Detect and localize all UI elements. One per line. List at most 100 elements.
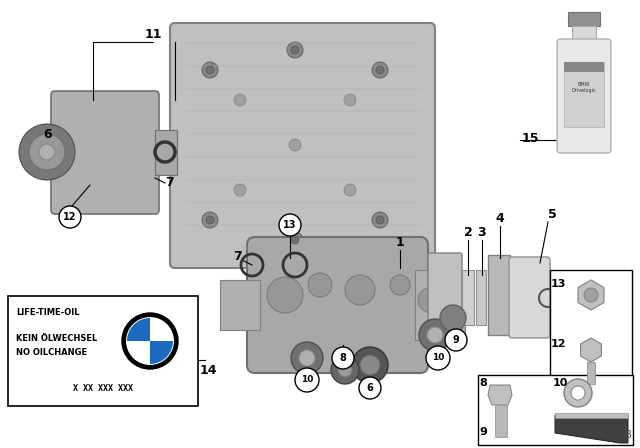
Circle shape (126, 317, 174, 365)
Circle shape (206, 66, 214, 74)
Circle shape (372, 62, 388, 78)
Bar (478, 375, 633, 445)
Bar (462, 270, 474, 325)
Text: 363848: 363848 (595, 430, 632, 440)
Text: KEIN ÖLWECHSEL: KEIN ÖLWECHSEL (16, 334, 97, 343)
Text: 7: 7 (166, 177, 174, 190)
Circle shape (331, 356, 359, 384)
FancyBboxPatch shape (428, 253, 462, 332)
Circle shape (360, 355, 380, 375)
Text: 5: 5 (548, 208, 556, 221)
Circle shape (206, 216, 214, 224)
Text: 10: 10 (301, 375, 313, 384)
Wedge shape (150, 318, 173, 341)
Text: 13: 13 (284, 220, 297, 230)
Text: 12: 12 (63, 212, 77, 222)
Circle shape (418, 288, 442, 312)
Polygon shape (488, 385, 512, 405)
Text: LIFE-TIME-OIL: LIFE-TIME-OIL (16, 308, 79, 317)
Circle shape (234, 94, 246, 106)
Circle shape (344, 184, 356, 196)
Text: 4: 4 (495, 211, 504, 224)
Text: 8: 8 (479, 378, 487, 388)
FancyBboxPatch shape (247, 237, 428, 373)
Wedge shape (127, 341, 150, 364)
Bar (8, 296, 198, 406)
Polygon shape (578, 280, 604, 310)
Circle shape (344, 94, 356, 106)
Bar (555, 413, 628, 418)
Bar (568, 12, 600, 26)
Text: BMW
Drivelogic: BMW Drivelogic (572, 82, 596, 93)
Text: 9: 9 (479, 427, 487, 437)
Circle shape (390, 275, 410, 295)
Circle shape (202, 212, 218, 228)
Circle shape (445, 329, 467, 351)
Text: 15: 15 (521, 132, 539, 145)
Circle shape (584, 288, 598, 302)
Circle shape (122, 313, 178, 369)
FancyBboxPatch shape (509, 257, 550, 338)
Circle shape (359, 377, 381, 399)
Circle shape (29, 134, 65, 170)
Bar (564, 62, 604, 127)
Text: 6: 6 (367, 383, 373, 393)
Circle shape (234, 184, 246, 196)
Circle shape (352, 347, 388, 383)
Text: 9: 9 (452, 335, 460, 345)
Circle shape (295, 368, 319, 392)
Circle shape (19, 124, 75, 180)
Bar (415, 270, 465, 340)
Text: 10: 10 (552, 378, 568, 388)
FancyBboxPatch shape (51, 91, 159, 214)
Bar (220, 280, 260, 330)
Circle shape (299, 350, 315, 366)
Circle shape (267, 277, 303, 313)
Bar (495, 405, 507, 437)
Circle shape (376, 216, 384, 224)
Circle shape (440, 305, 466, 331)
Text: 6: 6 (44, 129, 52, 142)
Text: 14: 14 (199, 363, 217, 376)
Circle shape (39, 144, 55, 160)
Bar (587, 362, 595, 384)
Wedge shape (127, 318, 150, 341)
FancyBboxPatch shape (170, 23, 435, 268)
Circle shape (426, 346, 450, 370)
Circle shape (372, 212, 388, 228)
FancyBboxPatch shape (557, 39, 611, 153)
Bar (476, 270, 486, 325)
Circle shape (279, 214, 301, 236)
Circle shape (291, 342, 323, 374)
Bar (572, 26, 596, 42)
Bar (488, 255, 510, 335)
Text: 10: 10 (432, 353, 444, 362)
Text: X XX XXX XXX: X XX XXX XXX (73, 384, 133, 393)
Circle shape (332, 347, 354, 369)
Circle shape (427, 327, 443, 343)
Text: 13: 13 (550, 279, 566, 289)
Bar (550, 270, 632, 390)
Wedge shape (150, 341, 173, 364)
Circle shape (564, 379, 592, 407)
Circle shape (338, 363, 352, 377)
Circle shape (419, 319, 451, 351)
Text: 12: 12 (550, 339, 566, 349)
Bar (155, 130, 177, 175)
Text: NO OILCHANGE: NO OILCHANGE (16, 348, 87, 357)
Text: 2: 2 (463, 225, 472, 238)
Circle shape (571, 386, 585, 400)
Circle shape (287, 232, 303, 248)
Text: 8: 8 (340, 353, 346, 363)
Text: 3: 3 (477, 225, 486, 238)
Polygon shape (580, 338, 602, 362)
Circle shape (345, 275, 375, 305)
Circle shape (289, 139, 301, 151)
Circle shape (376, 66, 384, 74)
Circle shape (291, 46, 299, 54)
Circle shape (287, 42, 303, 58)
Circle shape (202, 62, 218, 78)
Circle shape (59, 206, 81, 228)
Text: 11: 11 (144, 29, 162, 42)
Bar (564, 62, 604, 72)
